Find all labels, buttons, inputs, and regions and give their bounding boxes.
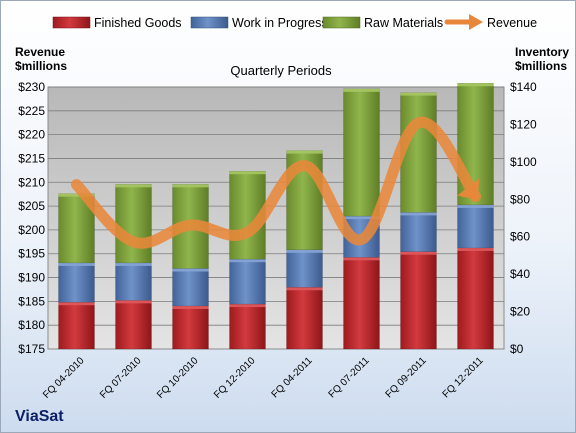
left-tick-label: $210 xyxy=(18,175,45,189)
x-tick-label: FQ 04-2010 xyxy=(41,355,87,401)
bar-top-raw-materials xyxy=(343,88,380,92)
x-tick-label: FQ 10-2010 xyxy=(155,355,201,401)
legend-swatch-finished-goods xyxy=(52,16,91,29)
bar-top-raw-materials xyxy=(115,184,152,188)
right-tick-label: $80 xyxy=(510,192,530,206)
bar-work-in-progress xyxy=(172,268,209,307)
bar-work-in-progress xyxy=(115,262,152,301)
x-axis-ticks: FQ 04-2010 FQ 07-2010 FQ 10-2010 FQ 12-2010… xyxy=(41,355,486,401)
left-axis-title-line1: Revenue xyxy=(15,45,65,59)
left-tick-label: $185 xyxy=(18,294,45,308)
right-tick-label: $60 xyxy=(510,230,530,244)
legend-swatch-raw-materials xyxy=(322,16,361,29)
revenue-line-layer xyxy=(71,116,481,249)
bar-raw-materials xyxy=(343,88,380,217)
left-tick-label: $175 xyxy=(18,342,45,356)
x-tick-label: FQ 09-2011 xyxy=(384,355,429,400)
left-tick-label: $220 xyxy=(18,128,45,142)
left-tick-label: $180 xyxy=(18,318,45,332)
bar-top-work-in-progress xyxy=(343,216,380,220)
bar-top-raw-materials xyxy=(457,83,494,87)
bar-work-in-progress xyxy=(58,262,95,303)
left-tick-label: $215 xyxy=(18,151,45,165)
revenue-line xyxy=(71,116,481,249)
legend-swatch-work-in-progress xyxy=(190,16,229,29)
bar-top-raw-materials xyxy=(172,184,209,188)
bar-top-finished-goods xyxy=(229,304,266,308)
x-tick-label: FQ 12-2011 xyxy=(441,355,486,400)
bar-top-raw-materials xyxy=(400,92,437,96)
legend-label-finished-goods: Finished Goods xyxy=(94,16,182,30)
bar-top-finished-goods xyxy=(457,247,494,251)
right-axis-title-line2: $millions xyxy=(515,59,567,73)
bar-top-work-in-progress xyxy=(229,259,266,263)
bar-finished-goods xyxy=(115,300,152,350)
chart-title: Quarterly Periods xyxy=(230,63,332,78)
bar-top-finished-goods xyxy=(58,302,95,306)
left-tick-label: $200 xyxy=(18,223,45,237)
legend-label-revenue: Revenue xyxy=(487,16,537,30)
x-tick-label: FQ 07-2010 xyxy=(98,355,144,401)
left-tick-label: $190 xyxy=(18,271,45,285)
bar-work-in-progress xyxy=(286,249,323,288)
right-tick-label: $140 xyxy=(510,80,537,94)
bar-top-finished-goods xyxy=(286,287,323,291)
bar-top-finished-goods xyxy=(172,305,209,309)
bar-work-in-progress xyxy=(400,212,437,252)
bar-work-in-progress xyxy=(457,204,494,249)
bar-top-work-in-progress xyxy=(400,212,437,216)
bar-top-finished-goods xyxy=(115,300,152,304)
bar-finished-goods xyxy=(286,286,323,350)
right-tick-label: $20 xyxy=(510,305,530,319)
right-tick-label: $0 xyxy=(510,342,524,356)
bar-finished-goods xyxy=(343,257,380,350)
revenue-arrowhead xyxy=(457,178,480,200)
x-tick-label: FQ 07-2011 xyxy=(327,355,372,400)
legend: Finished Goods Work in Progress Raw Mate… xyxy=(52,14,537,30)
bar-top-work-in-progress xyxy=(172,268,209,272)
right-axis-ticks: $0 $20 $40 $60 $80 $100 $120 $140 xyxy=(510,80,537,356)
left-tick-label: $205 xyxy=(18,199,45,213)
bar-finished-goods xyxy=(58,301,95,350)
bar-top-raw-materials xyxy=(229,171,266,175)
bar-top-finished-goods xyxy=(343,257,380,261)
right-tick-label: $100 xyxy=(510,155,537,169)
right-axis-title-line1: Inventory xyxy=(515,45,569,59)
x-tick-label: FQ 04-2011 xyxy=(270,355,315,400)
left-axis-title-line2: $millions xyxy=(15,59,67,73)
legend-label-raw-materials: Raw Materials xyxy=(364,16,443,30)
bar-top-work-in-progress xyxy=(58,262,95,266)
left-tick-label: $225 xyxy=(18,104,45,118)
bar-top-raw-materials xyxy=(58,193,95,197)
bar-finished-goods xyxy=(229,303,266,350)
left-axis-ticks: $175 $180 $185 $190 $195 $200 $205 $210 $215 $220… xyxy=(18,80,45,356)
bar-top-work-in-progress xyxy=(457,204,494,208)
bar-finished-goods xyxy=(400,251,437,350)
bar-top-work-in-progress xyxy=(286,249,323,253)
bar-top-finished-goods xyxy=(400,251,437,255)
bar-finished-goods xyxy=(457,247,494,350)
legend-label-work-in-progress: Work in Progress xyxy=(232,16,328,30)
right-tick-label: $40 xyxy=(510,267,530,281)
left-tick-label: $230 xyxy=(18,80,45,94)
bar-top-raw-materials xyxy=(286,150,323,154)
company-name: ViaSat xyxy=(15,408,64,425)
bar-work-in-progress xyxy=(229,258,266,305)
bar-finished-goods xyxy=(172,305,209,350)
x-tick-label: FQ 12-2010 xyxy=(212,355,258,401)
bar-top-work-in-progress xyxy=(115,262,152,266)
left-tick-label: $195 xyxy=(18,247,45,261)
right-tick-label: $120 xyxy=(510,117,537,131)
legend-swatch-revenue-arrowhead xyxy=(469,14,483,30)
bar-raw-materials xyxy=(115,184,152,264)
